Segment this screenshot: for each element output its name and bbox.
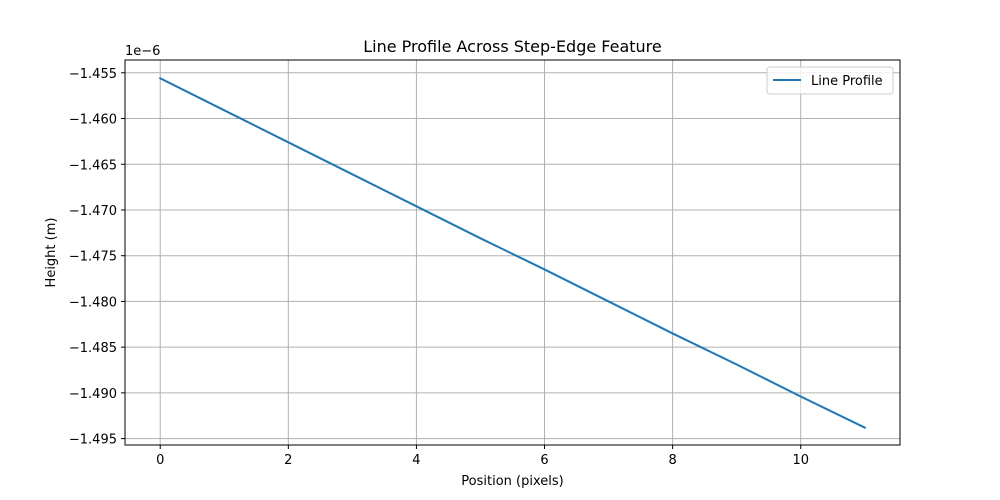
y-tick-label: −1.475 [69,250,117,265]
y-axis-label: Height (m) [44,218,59,288]
chart-title: Line Profile Across Step-Edge Feature [363,37,662,56]
y-axis: −1.455 −1.460 −1.465 −1.470 −1.475 −1.480 −1.4… [69,67,125,448]
y-tick-label: −1.490 [69,387,117,402]
series-layer [158,76,867,429]
y-tick-label: −1.485 [69,341,117,356]
x-tick-label: 2 [284,453,292,468]
y-tick-label: −1.455 [69,67,117,82]
x-axis-label: Position (pixels) [461,474,563,489]
y-offset-label: 1e−6 [125,44,160,59]
x-tick-label: 4 [412,453,420,468]
y-tick-label: −1.465 [69,158,117,173]
legend: Line Profile [766,66,894,95]
y-tick-label: −1.495 [69,433,117,448]
x-axis: 0 2 4 6 8 10 [156,445,809,468]
grid [125,60,900,445]
y-tick-label: −1.460 [69,113,117,128]
legend-box [766,66,894,95]
x-tick-label: 8 [668,453,676,468]
legend-label: Line Profile [811,74,883,89]
x-tick-label: 6 [540,453,548,468]
y-tick-label: −1.470 [69,204,117,219]
plot-frame [124,59,901,446]
series-line [158,76,867,429]
x-tick-label: 0 [156,453,164,468]
x-tick-label: 10 [792,453,809,468]
y-tick-label: −1.480 [69,295,117,310]
